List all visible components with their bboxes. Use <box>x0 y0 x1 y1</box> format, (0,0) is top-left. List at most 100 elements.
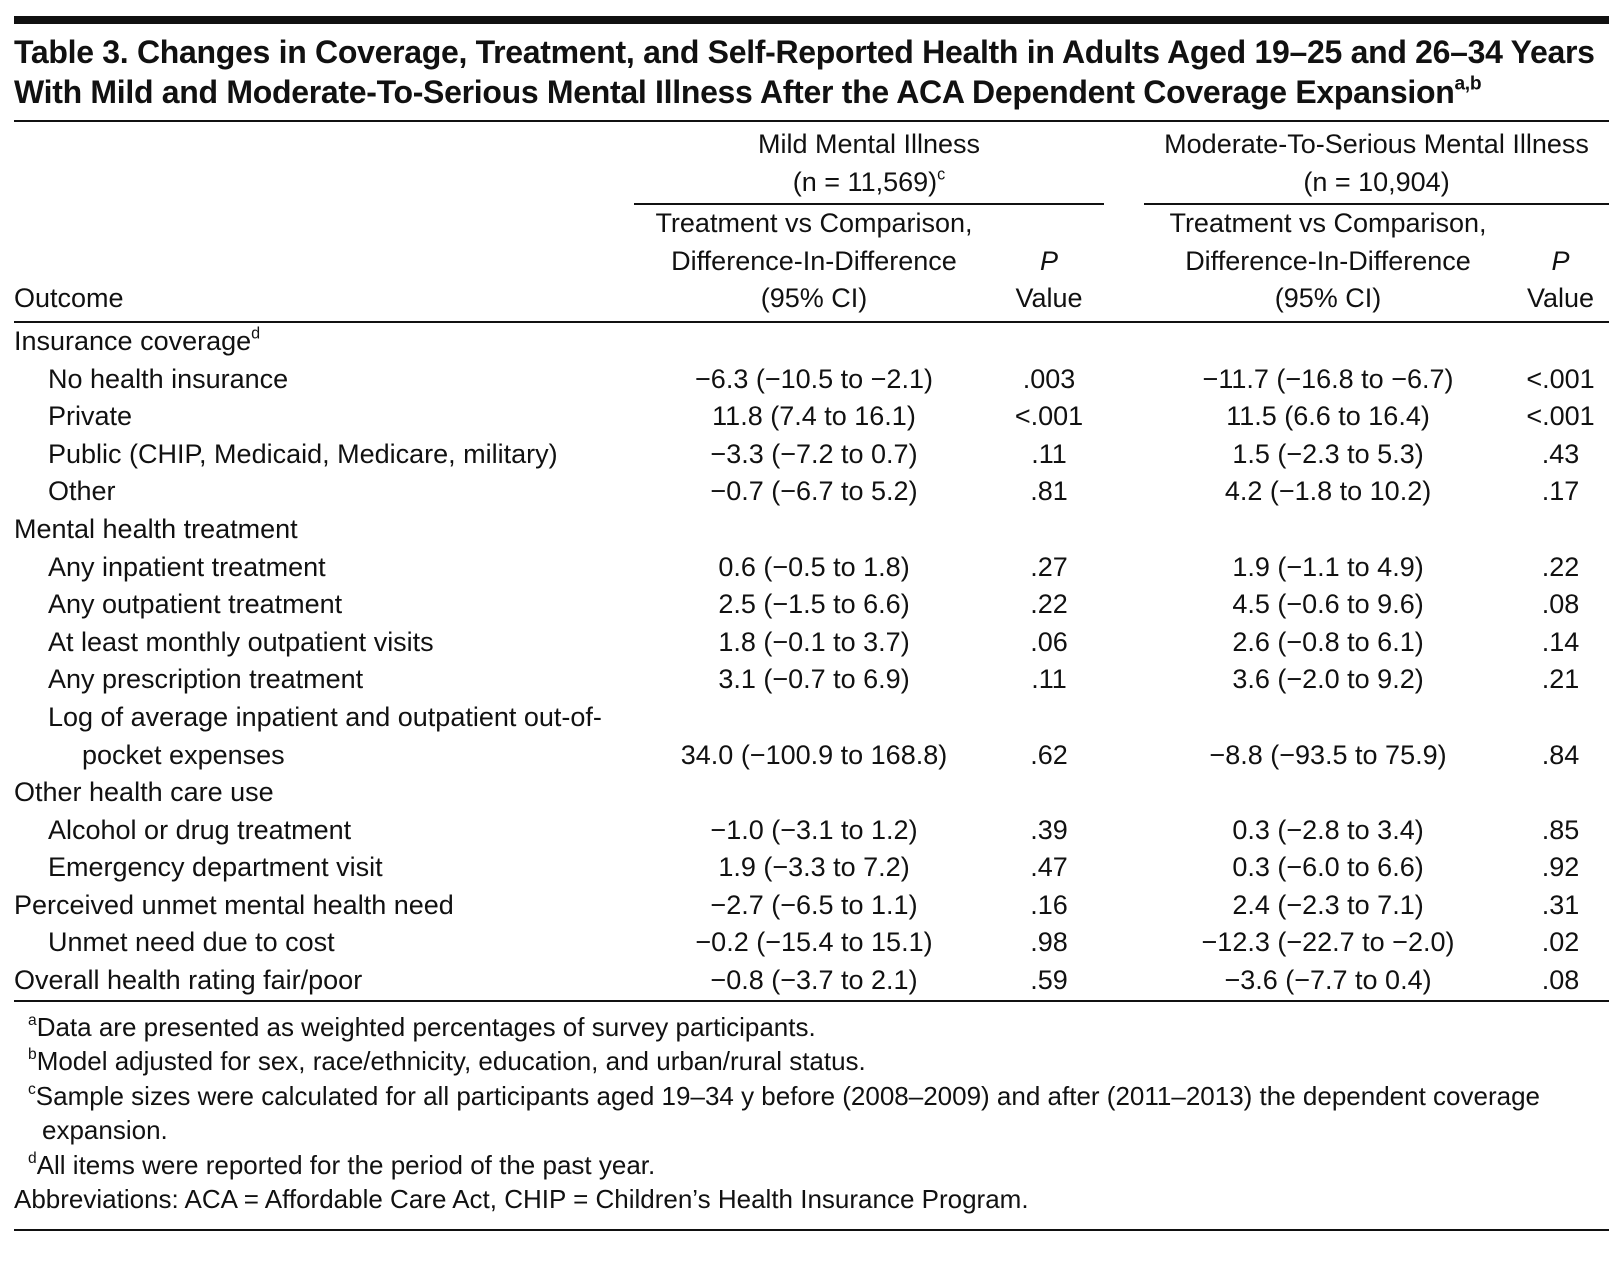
p-value: .11 <box>1031 664 1067 695</box>
estimate <box>634 322 994 361</box>
table-row: Public (CHIP, Medicaid, Medicare, milita… <box>14 436 1609 474</box>
spacer <box>1104 322 1144 361</box>
table-row: Log of average inpatient and outpatient … <box>14 699 1609 774</box>
table-row: Insurance coveraged <box>14 322 1609 361</box>
table: Mild Mental Illness (n = 11,569)c Moderat… <box>14 120 1610 1002</box>
p-value: .11 <box>1031 438 1067 469</box>
p-value <box>994 774 1104 812</box>
group-sup: c <box>937 165 946 184</box>
row-label: Private <box>14 398 634 436</box>
p-value: .08 <box>1541 589 1580 620</box>
label-text: Unmet need due to cost <box>48 927 335 958</box>
spacer <box>1104 812 1144 850</box>
p-value: .08 <box>1512 962 1610 1002</box>
estimate: 1.5 (−2.3 to 5.3) <box>1232 438 1424 469</box>
label-text: Emergency department visit <box>48 852 383 883</box>
footnote: aData are presented as weighted percenta… <box>14 1010 1609 1045</box>
title-sup: a,b <box>1454 73 1482 95</box>
p-value: <.001 <box>1526 401 1595 432</box>
p-value <box>1512 511 1609 549</box>
footnote-text: Model adjusted for sex, race/ethnicity, … <box>36 1046 866 1077</box>
top-rule <box>14 16 1609 24</box>
table-row: At least monthly outpatient visits 1.8 (−… <box>14 624 1609 662</box>
p-value: .47 <box>1030 852 1068 883</box>
p-value: .98 <box>1030 927 1068 958</box>
table-row: Perceived unmet mental health need −2.7 (… <box>14 887 1609 925</box>
estimate: −0.7 (−6.7 to 5.2) <box>710 476 918 507</box>
spacer <box>1104 887 1144 925</box>
header-line: P <box>1551 245 1570 276</box>
p-value: .43 <box>1541 438 1580 469</box>
spacer <box>1104 398 1144 436</box>
row-label: At least monthly outpatient visits <box>14 624 634 662</box>
footnotes: aData are presented as weighted percenta… <box>14 1010 1609 1217</box>
p-value: .06 <box>1030 626 1068 657</box>
row-label: Perceived unmet mental health need <box>14 887 634 925</box>
estimate: 11.8 (7.4 to 16.1) <box>712 401 916 432</box>
p-value <box>1512 774 1609 812</box>
p-value <box>994 511 1104 549</box>
bottom-rule <box>14 1228 1609 1231</box>
label-text: Any prescription treatment <box>48 664 364 695</box>
table-row: Any inpatient treatment 0.6 (−0.5 to 1.8)… <box>14 549 1609 587</box>
label-text: Other <box>48 476 116 507</box>
group-name: Moderate-To-Serious Mental Illness <box>1164 129 1589 159</box>
row-label: Unmet need due to cost <box>14 924 634 962</box>
estimate: 3.6 (−2.0 to 9.2) <box>1232 664 1424 695</box>
label-sup: d <box>251 324 261 343</box>
header-line: (95% CI) <box>760 283 868 314</box>
column-header: P Value <box>1512 205 1610 323</box>
p-value: .22 <box>1541 551 1580 582</box>
estimate <box>634 511 994 549</box>
estimate: −1.0 (−3.1 to 1.2) <box>710 814 918 845</box>
row-label: Any prescription treatment <box>14 661 634 699</box>
estimate: −6.3 (−10.5 to −2.1) <box>695 363 933 394</box>
p-value: .27 <box>1030 551 1068 582</box>
document: Table 3. Changes in Coverage, Treatment,… <box>14 0 1610 1231</box>
spacer <box>1104 511 1144 549</box>
row-label: No health insurance <box>14 361 634 399</box>
estimate: −2.7 (−6.5 to 1.1) <box>710 889 918 920</box>
footnote-text: All items were reported for the period o… <box>36 1149 656 1180</box>
spacer <box>1104 962 1145 1002</box>
label-text: Perceived unmet mental health need <box>14 889 454 920</box>
estimate: 0.3 (−2.8 to 3.4) <box>1232 814 1424 845</box>
group-name: Mild Mental Illness <box>757 129 981 159</box>
header-line: Difference-In-Difference <box>1185 245 1471 276</box>
estimate <box>1144 774 1512 812</box>
group-n: (n = 11,569) <box>792 166 938 197</box>
footnote: bModel adjusted for sex, race/ethnicity,… <box>14 1044 1609 1079</box>
estimate: 0.3 (−6.0 to 6.6) <box>1232 852 1424 883</box>
p-value: .003 <box>1022 363 1076 394</box>
spacer <box>1104 549 1144 587</box>
group-header: Moderate-To-Serious Mental Illness (n = 1… <box>1144 121 1610 206</box>
footnote-mark: a <box>28 1011 37 1029</box>
row-label: Other <box>14 473 634 511</box>
estimate: −0.2 (−15.4 to 15.1) <box>695 927 933 958</box>
table-row: Mental health treatment <box>14 511 1609 549</box>
spacer <box>1104 849 1144 887</box>
header-line: Difference-In-Difference <box>671 245 957 276</box>
header-line: Value <box>1015 283 1083 314</box>
p-value: .84 <box>1541 739 1580 770</box>
header-line: Value <box>1526 283 1595 314</box>
estimate: −12.3 (−22.7 to −2.0) <box>1201 927 1455 958</box>
estimate: 2.6 (−0.8 to 6.1) <box>1232 626 1424 657</box>
table-row: Alcohol or drug treatment −1.0 (−3.1 to 1… <box>14 812 1609 850</box>
estimate: −8.8 (−93.5 to 75.9) <box>1209 739 1447 770</box>
row-label: Alcohol or drug treatment <box>14 812 634 850</box>
label-text: Other health care use <box>14 777 274 808</box>
p-value: .21 <box>1541 664 1580 695</box>
column-header: Treatment vs Comparison, Difference-In-Di… <box>1144 205 1513 323</box>
spacer <box>1104 774 1144 812</box>
column-header: Treatment vs Comparison, Difference-In-Di… <box>634 205 994 323</box>
estimate: 4.5 (−0.6 to 9.6) <box>1232 589 1424 620</box>
table-row: Any prescription treatment 3.1 (−0.7 to 6… <box>14 661 1609 699</box>
table-row: Unmet need due to cost −0.2 (−15.4 to 15.… <box>14 924 1609 962</box>
estimate: −0.8 (−3.7 to 2.1) <box>634 962 994 1002</box>
footnote-text: Data are presented as weighted percentag… <box>36 1011 816 1042</box>
table-title: Table 3. Changes in Coverage, Treatment,… <box>14 32 1609 112</box>
p-value: .59 <box>994 962 1105 1002</box>
footnote-text: Sample sizes were calculated for all par… <box>35 1080 1540 1146</box>
